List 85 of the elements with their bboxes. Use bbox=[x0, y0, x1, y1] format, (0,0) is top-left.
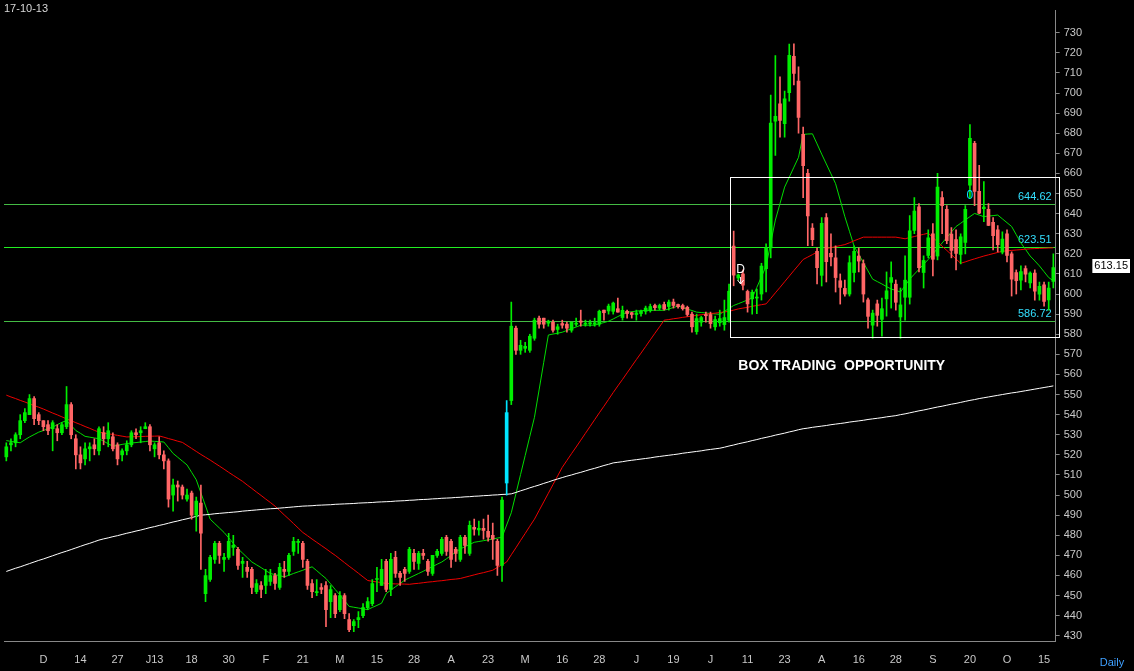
candlestick bbox=[87, 442, 92, 462]
x-tick-label: J bbox=[707, 653, 714, 666]
y-tick-label: 660 bbox=[1063, 166, 1083, 179]
ref-line-label: 586.72 bbox=[1017, 307, 1052, 320]
y-tick-label: 530 bbox=[1063, 427, 1083, 440]
y-tick-label: 560 bbox=[1063, 367, 1083, 380]
x-tick-label: F bbox=[262, 653, 270, 666]
y-tick-label: 480 bbox=[1063, 528, 1083, 541]
x-tick-label: 27 bbox=[111, 653, 124, 666]
ref-line-label: 644.62 bbox=[1017, 190, 1052, 203]
candlestick bbox=[940, 191, 944, 235]
y-tick-label: 450 bbox=[1063, 588, 1083, 601]
text: Daily bbox=[1099, 656, 1125, 669]
x-tick-label: 16 bbox=[556, 653, 569, 666]
candlestick bbox=[9, 438, 13, 452]
x-tick-label: J13 bbox=[145, 653, 164, 666]
candlestick bbox=[296, 538, 301, 554]
candlestick bbox=[231, 534, 236, 556]
candlestick bbox=[574, 317, 578, 327]
y-tick-label: 610 bbox=[1063, 266, 1083, 279]
y-tick-label: 460 bbox=[1063, 568, 1083, 581]
y-tick-label: 650 bbox=[1063, 186, 1083, 199]
x-tick-label: 20 bbox=[963, 653, 977, 666]
x-tick-label: 21 bbox=[296, 653, 309, 666]
candlestick bbox=[314, 579, 319, 596]
y-tick-label: 470 bbox=[1063, 548, 1083, 561]
x-tick-label: 11 bbox=[741, 653, 754, 666]
x-tick-label: M bbox=[335, 653, 345, 666]
x-tick-label: 23 bbox=[778, 653, 791, 666]
y-tick-label: 640 bbox=[1063, 206, 1083, 219]
y-tick-label: 730 bbox=[1063, 25, 1083, 38]
x-tick-label: 23 bbox=[482, 653, 495, 666]
y-tick-label: 500 bbox=[1063, 488, 1083, 501]
y-tick-label: 690 bbox=[1063, 106, 1083, 119]
y-tick-label: 540 bbox=[1063, 407, 1083, 420]
y-tick-label: 550 bbox=[1063, 387, 1083, 400]
candlestick bbox=[477, 520, 481, 536]
x-tick-label: 16 bbox=[852, 653, 865, 666]
candlestick bbox=[282, 561, 287, 578]
y-tick-label: 670 bbox=[1063, 146, 1083, 159]
x-tick-label: 18 bbox=[185, 653, 198, 666]
y-tick-label: 720 bbox=[1063, 45, 1083, 58]
y-tick-label: 510 bbox=[1063, 467, 1083, 480]
x-tick-label: 30 bbox=[222, 653, 235, 666]
x-tick-label: M bbox=[520, 653, 530, 666]
x-tick-label: J bbox=[633, 653, 640, 666]
annotation: D bbox=[736, 262, 746, 277]
candlestick bbox=[704, 311, 708, 323]
candlestick bbox=[490, 522, 495, 560]
y-tick-label: 590 bbox=[1063, 307, 1083, 320]
candlestick bbox=[856, 247, 861, 273]
y-tick-label: 710 bbox=[1063, 65, 1083, 78]
ref-line-label: 623.51 bbox=[1017, 233, 1052, 246]
y-tick-label: 570 bbox=[1063, 347, 1083, 360]
annotation: 0 bbox=[966, 188, 974, 203]
annotation: BOX TRADING OPPORTUNITY bbox=[738, 356, 946, 373]
y-tick-label: 520 bbox=[1063, 447, 1083, 460]
y-tick-label: 430 bbox=[1063, 628, 1083, 641]
y-tick-label: 580 bbox=[1063, 327, 1083, 340]
x-tick-label: 28 bbox=[407, 653, 421, 666]
chart-title: 17-10-13 bbox=[4, 1, 49, 14]
candlestick bbox=[578, 309, 583, 327]
x-tick-label: D bbox=[39, 653, 48, 666]
y-tick-label: 700 bbox=[1063, 86, 1083, 99]
y-tick-label: 630 bbox=[1063, 226, 1083, 239]
x-tick-label: O bbox=[1002, 653, 1012, 666]
y-tick-label: 620 bbox=[1063, 246, 1083, 259]
x-tick-label: 19 bbox=[667, 653, 680, 666]
candlestick bbox=[472, 518, 477, 536]
y-tick-label: 600 bbox=[1063, 287, 1083, 300]
candlestick bbox=[375, 567, 379, 592]
x-tick-label: 15 bbox=[1037, 653, 1051, 666]
candlestick bbox=[889, 261, 894, 309]
x-tick-label: A bbox=[818, 653, 827, 666]
x-tick-label: S bbox=[929, 653, 937, 666]
x-tick-label: 14 bbox=[74, 653, 87, 666]
x-tick-label: 15 bbox=[370, 653, 384, 666]
x-tick-label: 28 bbox=[889, 653, 902, 666]
candlestick bbox=[982, 181, 986, 222]
y-tick-label: 490 bbox=[1063, 508, 1083, 521]
x-tick-label: 28 bbox=[593, 653, 606, 666]
x-tick-label: A bbox=[447, 653, 456, 666]
y-tick-label: 440 bbox=[1063, 608, 1083, 621]
y-tick-label: 680 bbox=[1063, 126, 1083, 139]
text: 613.15 bbox=[1094, 259, 1129, 272]
